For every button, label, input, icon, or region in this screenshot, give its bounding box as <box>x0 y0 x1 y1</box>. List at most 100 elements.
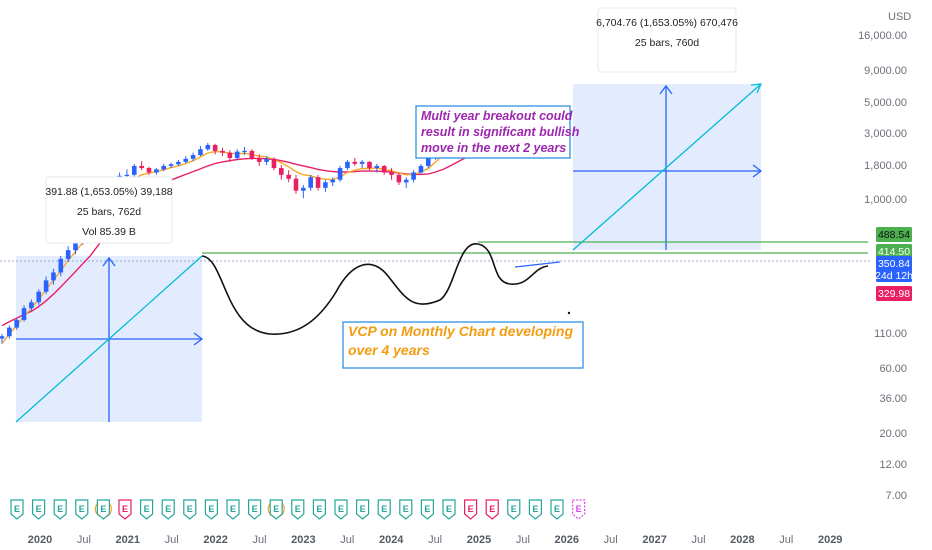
candle-body <box>271 158 277 169</box>
price-badge-label: 329.98 <box>878 288 910 300</box>
x-tick-label: Jul <box>252 534 266 546</box>
candle-body <box>286 174 291 179</box>
x-tick-label: 2024 <box>379 534 404 546</box>
candle-body <box>264 158 269 162</box>
price-badge-label: 488.54 <box>878 229 910 241</box>
candle-body <box>308 177 313 188</box>
earnings-marker-shape <box>442 499 456 520</box>
price-badge-sub: 24d 12h <box>875 270 913 282</box>
earnings-marker-shape <box>334 499 348 520</box>
y-tick-label: 36.00 <box>879 393 907 405</box>
candle-body <box>190 155 196 159</box>
y-tick-label: 16,000.00 <box>858 30 907 42</box>
earnings-marker-label: E <box>489 504 495 514</box>
candle <box>308 174 313 191</box>
candle-body <box>21 308 27 320</box>
candle <box>279 165 284 180</box>
candle-body <box>220 150 225 153</box>
currency-label: USD <box>888 11 911 23</box>
candle <box>205 142 211 151</box>
earnings-marker-label: E <box>79 504 85 514</box>
price-axis[interactable]: USD 16,000.00 9,000.00 5,000.00 3,000.00 1,80… <box>858 11 913 502</box>
earnings-marker-label: E <box>424 504 430 514</box>
x-tick-label: 2025 <box>467 534 491 546</box>
earnings-marker-shape <box>140 499 154 520</box>
y-tick-label: 110.00 <box>874 328 907 340</box>
earnings-marker-label: E <box>144 504 150 514</box>
candle-body <box>337 168 343 180</box>
earnings-marker-label: E <box>338 504 344 514</box>
earnings-marker-shape <box>248 499 262 520</box>
candle-body <box>301 187 306 191</box>
earnings-marker-shape <box>204 499 218 520</box>
candle <box>345 159 350 171</box>
earnings-marker: E <box>267 499 285 520</box>
x-tick-label: 2021 <box>116 534 140 546</box>
earnings-marker-shape <box>507 499 521 520</box>
earnings-marker-label: E <box>57 504 63 514</box>
earnings-marker-label: E <box>230 504 236 514</box>
x-tick-label: 2026 <box>555 534 579 546</box>
earnings-marker-shape <box>10 499 24 520</box>
earnings-marker: E <box>464 499 478 520</box>
candle <box>389 168 394 180</box>
candle <box>29 299 34 312</box>
candle <box>381 165 387 175</box>
candle-body <box>293 178 299 191</box>
trend-line-left <box>15 255 203 423</box>
candle-body <box>374 165 380 169</box>
earnings-marker-label: E <box>187 504 193 514</box>
candle-body <box>396 174 402 183</box>
earnings-marker-shape <box>269 499 283 520</box>
candle <box>242 146 247 156</box>
x-tick-label: Jul <box>516 534 530 546</box>
drawings <box>201 243 571 335</box>
earnings-marker-label: E <box>165 504 171 514</box>
candle-body <box>234 151 240 159</box>
earnings-marker-shape <box>485 499 499 520</box>
candle <box>161 163 166 172</box>
candle <box>139 161 144 171</box>
y-tick-label: 20.00 <box>879 428 907 440</box>
candle-body <box>418 165 424 173</box>
candle-body <box>176 161 181 165</box>
candle-body <box>345 161 350 169</box>
price-badge-bg <box>876 256 912 282</box>
breakout-callout-bg <box>415 105 571 159</box>
candle-body <box>212 145 218 151</box>
candle <box>293 174 299 194</box>
candle <box>264 156 269 166</box>
candle-body <box>14 319 19 328</box>
earnings-marker-shape <box>32 499 46 520</box>
candle <box>43 276 49 295</box>
candle-body <box>256 158 262 162</box>
vcp-callout: VCP on Monthly Chart developing over 4 ye… <box>342 321 584 369</box>
breakout-callout-line: move in the next 2 years <box>421 141 566 155</box>
candle-body <box>389 172 394 175</box>
earnings-marker-label: E <box>532 504 538 514</box>
candle <box>352 158 358 166</box>
earnings-marker: E <box>10 499 24 520</box>
time-axis[interactable]: 2020 Jul 2021 Jul 2022 Jul 2023 Jul 2024 Jul 2025 J… <box>28 534 843 546</box>
candle-body <box>168 164 174 166</box>
candle-body <box>426 158 431 166</box>
earnings-marker: E <box>204 499 218 520</box>
earnings-marker: E <box>420 499 434 520</box>
x-tick-label: Jul <box>165 534 179 546</box>
candle-body <box>146 168 152 173</box>
candle <box>256 154 262 166</box>
earnings-marker: E <box>118 499 132 520</box>
earnings-marker: E <box>53 499 67 520</box>
candle <box>65 246 71 263</box>
candle-body <box>65 250 71 259</box>
earnings-marker: E <box>442 499 456 520</box>
trend-line-right <box>572 83 762 251</box>
measure-label-right-line: 6,704.76 (1,653.05%) 670,476 <box>596 17 738 29</box>
vcp-callout-line: VCP on Monthly Chart developing <box>348 323 573 339</box>
earnings-marker-label: E <box>100 504 106 514</box>
candle <box>36 289 42 306</box>
earnings-marker: E <box>550 499 564 520</box>
candle <box>7 325 12 339</box>
